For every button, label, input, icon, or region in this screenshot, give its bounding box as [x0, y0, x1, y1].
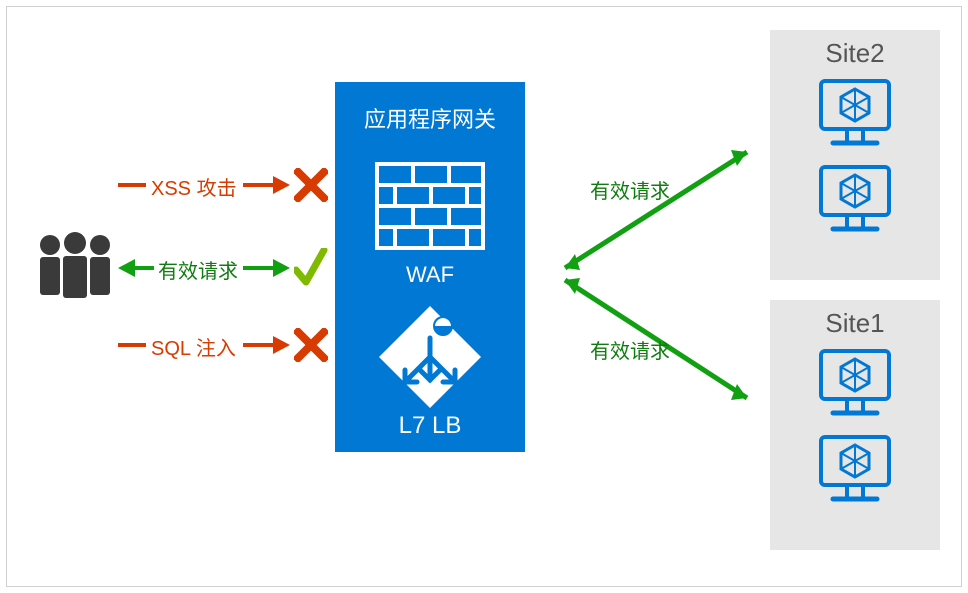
block-icon — [294, 168, 328, 202]
xss-label: XSS 攻击 — [151, 172, 237, 201]
gateway-to-sites-arrows — [525, 120, 770, 420]
site2-vm1 — [770, 75, 940, 155]
valid-request-left-row: 有效请求 — [118, 250, 328, 286]
load-balancer-icon — [335, 302, 525, 417]
sql-label: SQL 注入 — [151, 332, 236, 361]
application-gateway: 应用程序网关 WAF — [335, 82, 525, 452]
site2-vm2 — [770, 161, 940, 241]
sql-injection-row: SQL 注入 — [118, 330, 328, 360]
lb-label: L7 LB — [335, 412, 525, 440]
users-icon — [35, 230, 115, 305]
valid-request-label-top: 有效请求 — [590, 175, 670, 204]
site1-title: Site1 — [770, 308, 940, 339]
valid-request-label-left: 有效请求 — [158, 255, 238, 284]
waf-label: WAF — [335, 262, 525, 288]
waf-icon — [335, 162, 525, 255]
gateway-title: 应用程序网关 — [335, 102, 525, 134]
block-icon — [294, 328, 328, 362]
site1-vm1 — [770, 345, 940, 425]
check-icon — [294, 248, 330, 288]
xss-attack-row: XSS 攻击 — [118, 170, 328, 200]
site1-vm2 — [770, 431, 940, 511]
site2-title: Site2 — [770, 38, 940, 69]
site2-box: Site2 — [770, 30, 940, 280]
site1-box: Site1 — [770, 300, 940, 550]
valid-request-label-bottom: 有效请求 — [590, 335, 670, 364]
